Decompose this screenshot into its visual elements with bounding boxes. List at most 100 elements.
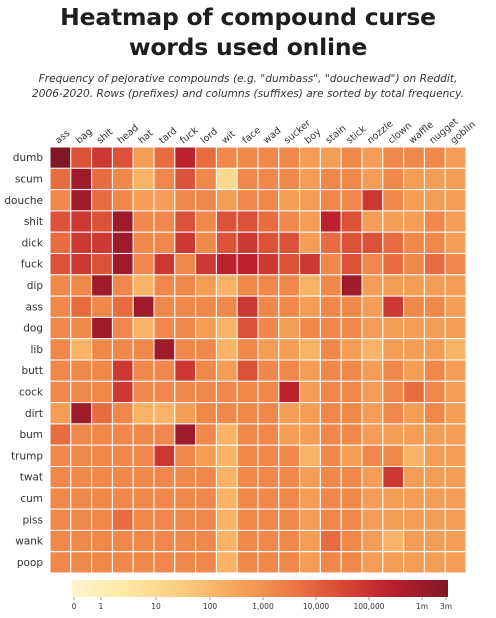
heatmap-cell-dumb-wit <box>215 146 238 169</box>
heatmap-cell-shit-hat <box>132 210 155 233</box>
heatmap-cell-dip-nugget <box>423 274 446 297</box>
heatmap-cell-trump-goblin <box>444 444 467 468</box>
heatmap-cell-cock-shit <box>91 380 113 404</box>
row-label-dirt: dirt <box>25 408 43 420</box>
heatmap-cell-dip-goblin <box>444 274 467 297</box>
heatmap-cell-douche-stain <box>319 189 342 212</box>
heatmap-cell-trump-face <box>236 444 259 468</box>
heatmap-cell-poop-tard <box>153 551 176 574</box>
heatmap-cell-bum-ass <box>49 423 72 446</box>
heatmap-cell-scum-sucker <box>278 167 301 191</box>
heatmap-cell-butt-wad <box>257 359 280 382</box>
heatmap-cell-shit-clown <box>382 210 405 233</box>
heatmap-cell-dumb-bag <box>70 146 93 169</box>
heatmap-cell-ass-tard <box>153 295 176 318</box>
heatmap-cell-bum-fuck <box>174 423 197 446</box>
heatmap-cell-dirt-tard <box>153 402 176 425</box>
heatmap-cell-cum-face <box>236 487 259 510</box>
heatmap-cell-scum-face <box>236 167 259 191</box>
heatmap-cell-butt-bag <box>70 359 93 382</box>
column-label-stain: stain <box>324 123 349 146</box>
heatmap-cell-scum-shit <box>91 167 113 191</box>
heatmap-cell-dumb-face <box>236 146 259 169</box>
heatmap-cell-twat-clown <box>382 466 405 489</box>
heatmap-cell-cock-wit <box>215 380 238 404</box>
heatmap-cell-dog-head <box>111 316 134 340</box>
heatmap-cell-trump-stick <box>340 444 363 468</box>
heatmap-cell-trump-lord <box>195 444 217 468</box>
heatmap-cell-trump-clown <box>382 444 405 468</box>
heatmap-cell-ass-wit <box>215 295 238 318</box>
heatmap-cell-trump-nozzle <box>361 444 384 468</box>
heatmap-cell-poop-fuck <box>174 551 197 574</box>
heatmap-cell-trump-sucker <box>278 444 301 468</box>
heatmap-cell-bum-wad <box>257 423 280 446</box>
heatmap-cell-ass-fuck <box>174 295 197 318</box>
heatmap-cell-butt-nugget <box>423 359 446 382</box>
heatmap-cell-shit-boy <box>299 210 321 233</box>
heatmap-cell-bum-tard <box>153 423 176 446</box>
heatmap-cell-douche-wit <box>215 189 238 212</box>
heatmap-cell-ass-clown <box>382 295 405 318</box>
row-label-ass: ass <box>26 301 43 313</box>
heatmap-cell-cum-nugget <box>423 487 446 510</box>
heatmap-cell-fuck-nozzle <box>361 253 384 276</box>
heatmap-cell-scum-nozzle <box>361 167 384 191</box>
heatmap-cell-trump-ass <box>49 444 72 468</box>
heatmap-cell-trump-head <box>111 444 134 468</box>
heatmap-cell-cock-fuck <box>174 380 197 404</box>
heatmap-cell-poop-goblin <box>444 551 467 574</box>
heatmap-cell-lib-shit <box>91 338 113 361</box>
heatmap-cell-dirt-goblin <box>444 402 467 425</box>
heatmap-cell-douche-waffle <box>403 189 425 212</box>
heatmap-cell-dumb-stick <box>340 146 363 169</box>
heatmap-cell-douche-clown <box>382 189 405 212</box>
heatmap-cell-shit-sucker <box>278 210 301 233</box>
heatmap-cell-dog-wad <box>257 316 280 340</box>
heatmap-cell-wank-tard <box>153 529 176 553</box>
heatmap-cell-poop-wit <box>215 551 238 574</box>
heatmap-cell-dick-bag <box>70 231 93 254</box>
heatmap-cell-douche-sucker <box>278 189 301 212</box>
heatmap-cell-lib-nugget <box>423 338 446 361</box>
heatmap-cell-shit-wit <box>215 210 238 233</box>
heatmap-cell-ass-stain <box>319 295 342 318</box>
heatmap-cell-douche-bag <box>70 189 93 212</box>
heatmap-cell-piss-lord <box>195 508 217 531</box>
heatmap-cell-dip-fuck <box>174 274 197 297</box>
heatmap-cell-bum-stain <box>319 423 342 446</box>
heatmap-cell-lib-stick <box>340 338 363 361</box>
heatmap-cell-bum-head <box>111 423 134 446</box>
heatmap-cell-wank-waffle <box>403 529 425 553</box>
heatmap-cell-dirt-stick <box>340 402 363 425</box>
heatmap-cell-bum-bag <box>70 423 93 446</box>
heatmap-cell-cock-goblin <box>444 380 467 404</box>
heatmap-cell-shit-head <box>111 210 134 233</box>
heatmap-cell-butt-head <box>111 359 134 382</box>
heatmap-cell-cock-sucker <box>278 380 301 404</box>
heatmap-cell-butt-lord <box>195 359 217 382</box>
heatmap-cell-twat-stick <box>340 466 363 489</box>
heatmap-cell-dumb-nozzle <box>361 146 384 169</box>
row-label-bum: bum <box>19 429 43 441</box>
heatmap-cell-poop-ass <box>49 551 72 574</box>
heatmap-cell-poop-waffle <box>403 551 425 574</box>
chart-subtitle-line-1: Frequency of pejorative compounds (e.g. … <box>38 73 458 85</box>
heatmap-cell-twat-bag <box>70 466 93 489</box>
heatmap-cell-cock-stick <box>340 380 363 404</box>
heatmap-cell-cock-hat <box>132 380 155 404</box>
heatmap-cell-cock-boy <box>299 380 321 404</box>
heatmap-cell-cock-nugget <box>423 380 446 404</box>
heatmap-cell-dick-fuck <box>174 231 197 254</box>
heatmap-cell-butt-wit <box>215 359 238 382</box>
heatmap-cell-fuck-shit <box>91 253 113 276</box>
heatmap-cell-dick-clown <box>382 231 405 254</box>
chart-title-line-1: Heatmap of compound curse <box>60 3 436 31</box>
heatmap-cell-piss-goblin <box>444 508 467 531</box>
heatmap-cell-ass-sucker <box>278 295 301 318</box>
heatmap-cell-piss-nugget <box>423 508 446 531</box>
heatmap-cell-lib-goblin <box>444 338 467 361</box>
heatmap-cell-dirt-lord <box>195 402 217 425</box>
heatmap-cell-cock-head <box>111 380 134 404</box>
heatmap-cell-dirt-nozzle <box>361 402 384 425</box>
